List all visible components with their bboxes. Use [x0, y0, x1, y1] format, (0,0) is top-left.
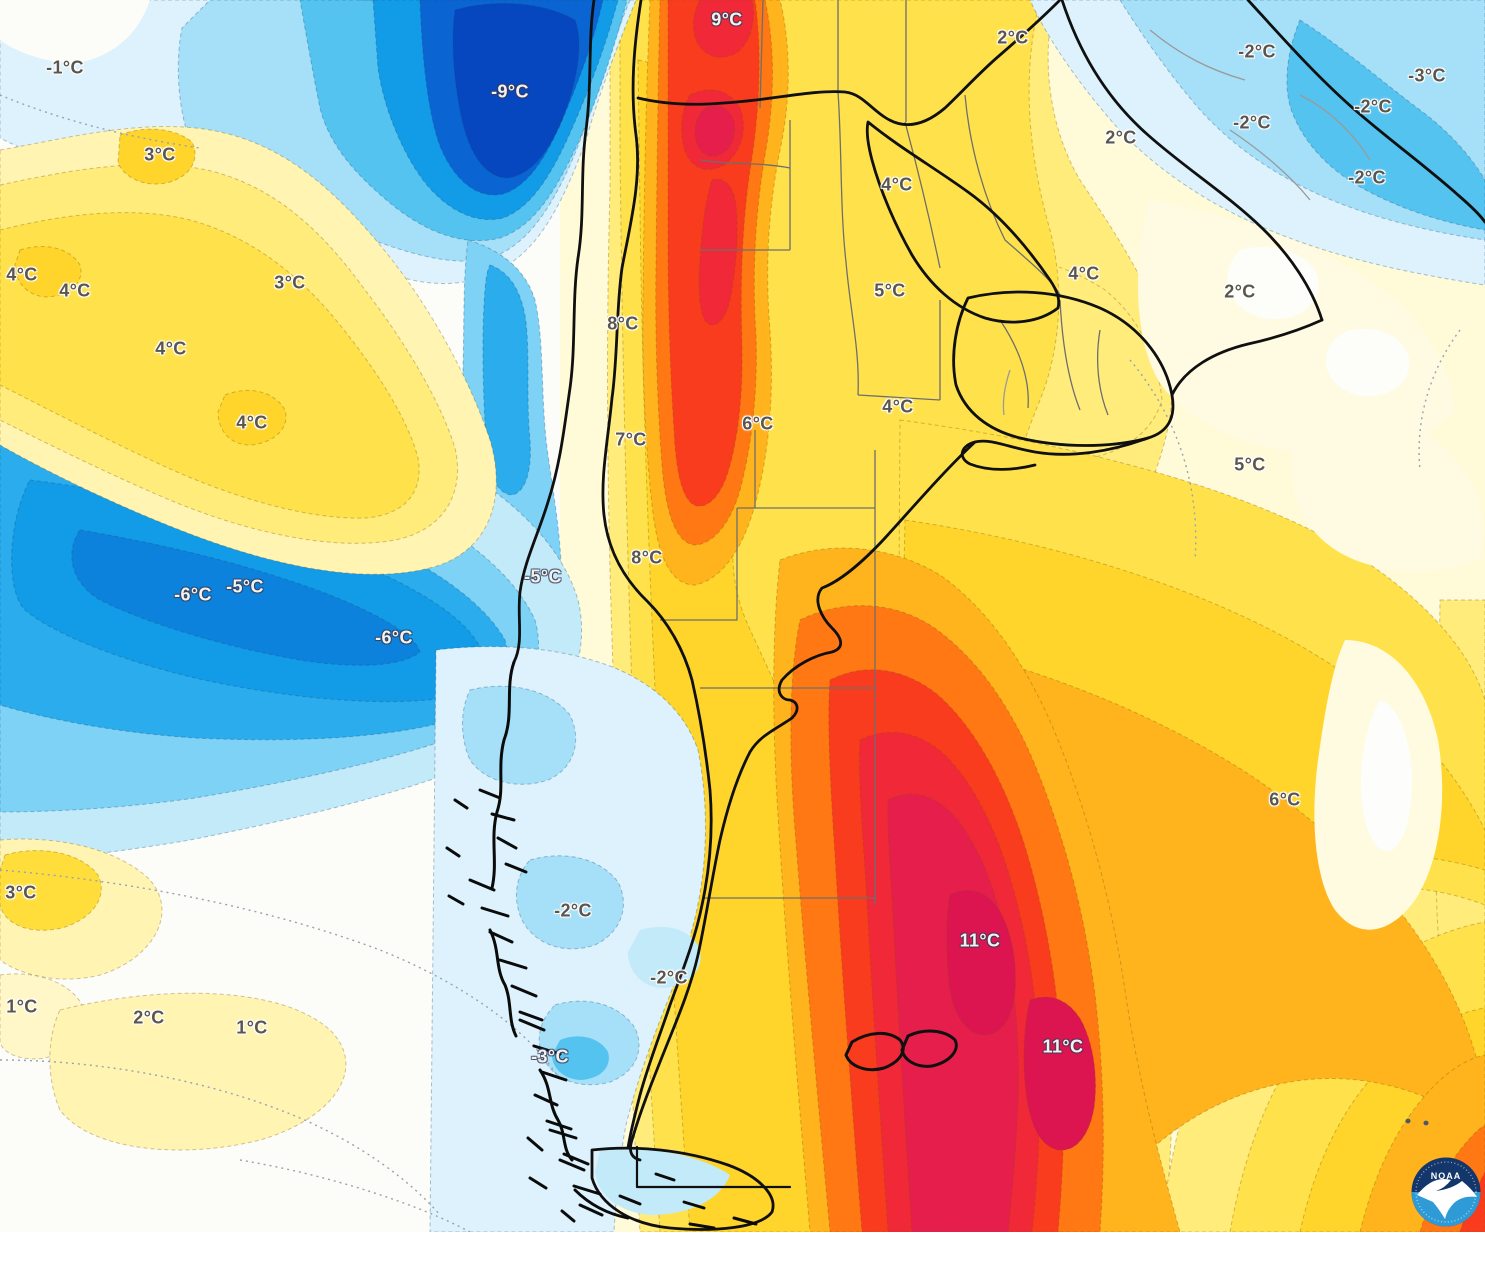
temperature-anomaly-map: [0, 0, 1485, 1232]
falkland-west: [844, 1032, 905, 1072]
paraguay-border: [865, 120, 1061, 324]
contour-fills-pale: [1138, 200, 1483, 930]
brazil-inland-border: [1060, 0, 1324, 322]
argentina-chile-border: [601, 0, 713, 1150]
tdf-straight-border: [635, 1145, 792, 1189]
contour-fills-left-warm: [0, 126, 497, 1151]
brazil-coast: [1246, 0, 1485, 224]
noaa-logo: NOAA: [1411, 1157, 1481, 1227]
contour-dotted-lines: [0, 94, 1461, 1232]
argentina-atlantic-coast: [629, 318, 1324, 1162]
map-canvas: [0, 0, 1485, 1232]
country-borders: [512, 0, 1485, 1231]
bolivia-paraguay-border: [636, 0, 1062, 126]
noaa-emblem-icon: [1411, 1157, 1481, 1227]
falkland-east: [900, 1029, 958, 1068]
noaa-logo-text: NOAA: [1430, 1171, 1462, 1181]
archipelago-coastline: [445, 660, 758, 1230]
colorbar-footer: -9.40 °C −32−24−16−808162432 11.80 °C ZI…: [0, 1232, 1485, 1287]
chile-coastline: [512, 0, 596, 664]
province-borders: [660, 0, 1371, 905]
